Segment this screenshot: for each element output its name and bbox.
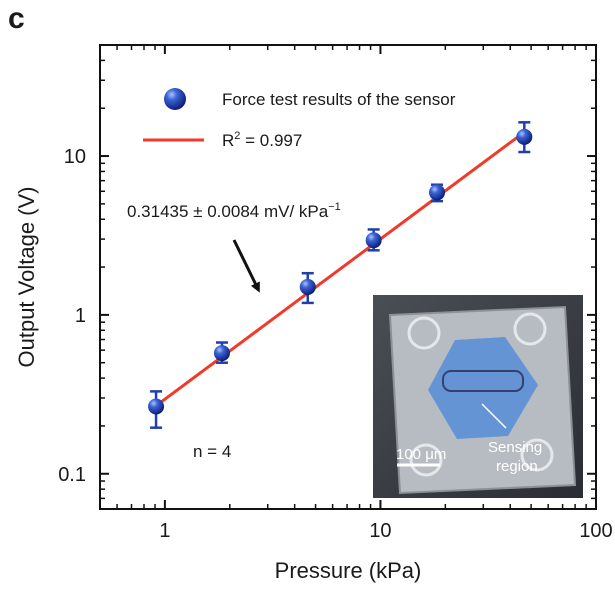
region-pointer — [481, 403, 507, 429]
data-point — [299, 278, 316, 295]
data-point — [429, 184, 446, 201]
sensitivity-annotation: 0.31435 ± 0.0084 mV/ kPa−1 — [127, 201, 341, 221]
x-tick-label: 10 — [369, 520, 391, 542]
bond-pad — [409, 443, 443, 477]
data-points-layer — [148, 121, 533, 429]
data-point — [516, 128, 533, 145]
annotation-arrow — [232, 239, 260, 293]
y-tick-label: 10 — [64, 146, 86, 168]
axis-ticks — [99, 44, 597, 510]
sensing-region-label-line2: region — [496, 458, 538, 475]
y-axis-title: Output Voltage (V) — [14, 187, 39, 368]
plot-frame — [99, 44, 597, 510]
data-point — [213, 345, 230, 362]
legend-label-fit: R2 = 0.997 — [222, 130, 302, 150]
legend-point-marker — [164, 88, 186, 110]
fit-line-layer — [154, 128, 529, 408]
x-axis-title: Pressure (kPa) — [275, 558, 422, 583]
axis-tick-labels: 1 10 100 0.1 1 10 — [58, 146, 613, 542]
bond-pad — [513, 312, 547, 346]
y-tick-label: 0.1 — [58, 464, 86, 486]
sample-size-annotation: n = 4 — [193, 442, 231, 461]
y-tick-label: 1 — [75, 305, 86, 327]
fit-line — [154, 128, 529, 408]
panel-label: c — [8, 2, 25, 35]
legend: Force test results of the sensor R2 = 0.… — [143, 88, 456, 150]
data-point — [148, 398, 165, 415]
x-tick-label: 100 — [579, 520, 612, 542]
data-point — [365, 232, 382, 249]
x-tick-label: 1 — [159, 520, 170, 542]
sensing-element — [442, 370, 524, 392]
bond-pad — [407, 316, 441, 350]
legend-label-points: Force test results of the sensor — [222, 90, 456, 109]
sensing-region — [428, 337, 538, 439]
scale-bar-label: 100 μm — [396, 446, 446, 463]
bond-pad — [520, 438, 554, 472]
sensing-region-label-line1: Sensing — [488, 439, 542, 456]
inset-image: 100 μm Sensing region — [373, 295, 583, 498]
